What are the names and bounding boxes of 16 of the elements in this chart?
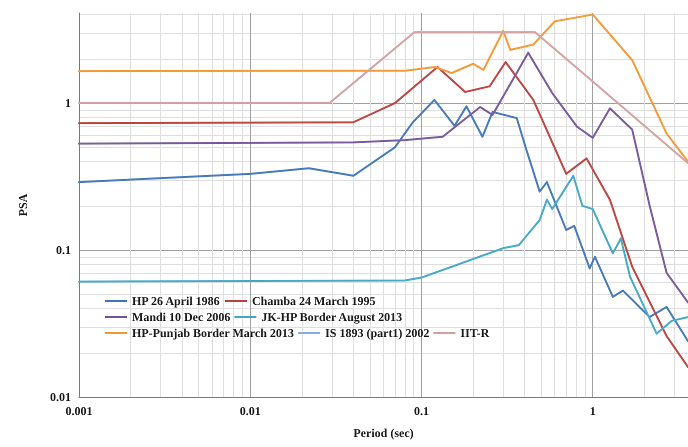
legend-label: IIT-R — [460, 326, 490, 340]
x-tick-label: 0.001 — [66, 404, 92, 418]
y-tick-label: 1 — [65, 96, 71, 110]
x-tick-label: 0.1 — [414, 404, 429, 418]
legend-label: IS 1893 (part1) 2002 — [325, 326, 430, 340]
legend-label: HP-Punjab Border March 2013 — [132, 326, 294, 340]
legend-label: Mandi 10 Dec 2006 — [132, 310, 230, 324]
x-axis-title: Period (sec) — [353, 426, 414, 440]
legend-label: HP 26 April 1986 — [132, 294, 220, 308]
y-axis-title: PSA — [16, 193, 30, 216]
legend-label: JK-HP Border August 2013 — [261, 310, 402, 324]
legend-label: Chamba 24 March 1995 — [252, 294, 376, 308]
x-tick-label: 1 — [590, 404, 596, 418]
y-tick-label: 0.1 — [56, 243, 71, 258]
y-tick-label: 0.01 — [50, 390, 71, 404]
x-tick-label: 0.01 — [240, 404, 261, 418]
